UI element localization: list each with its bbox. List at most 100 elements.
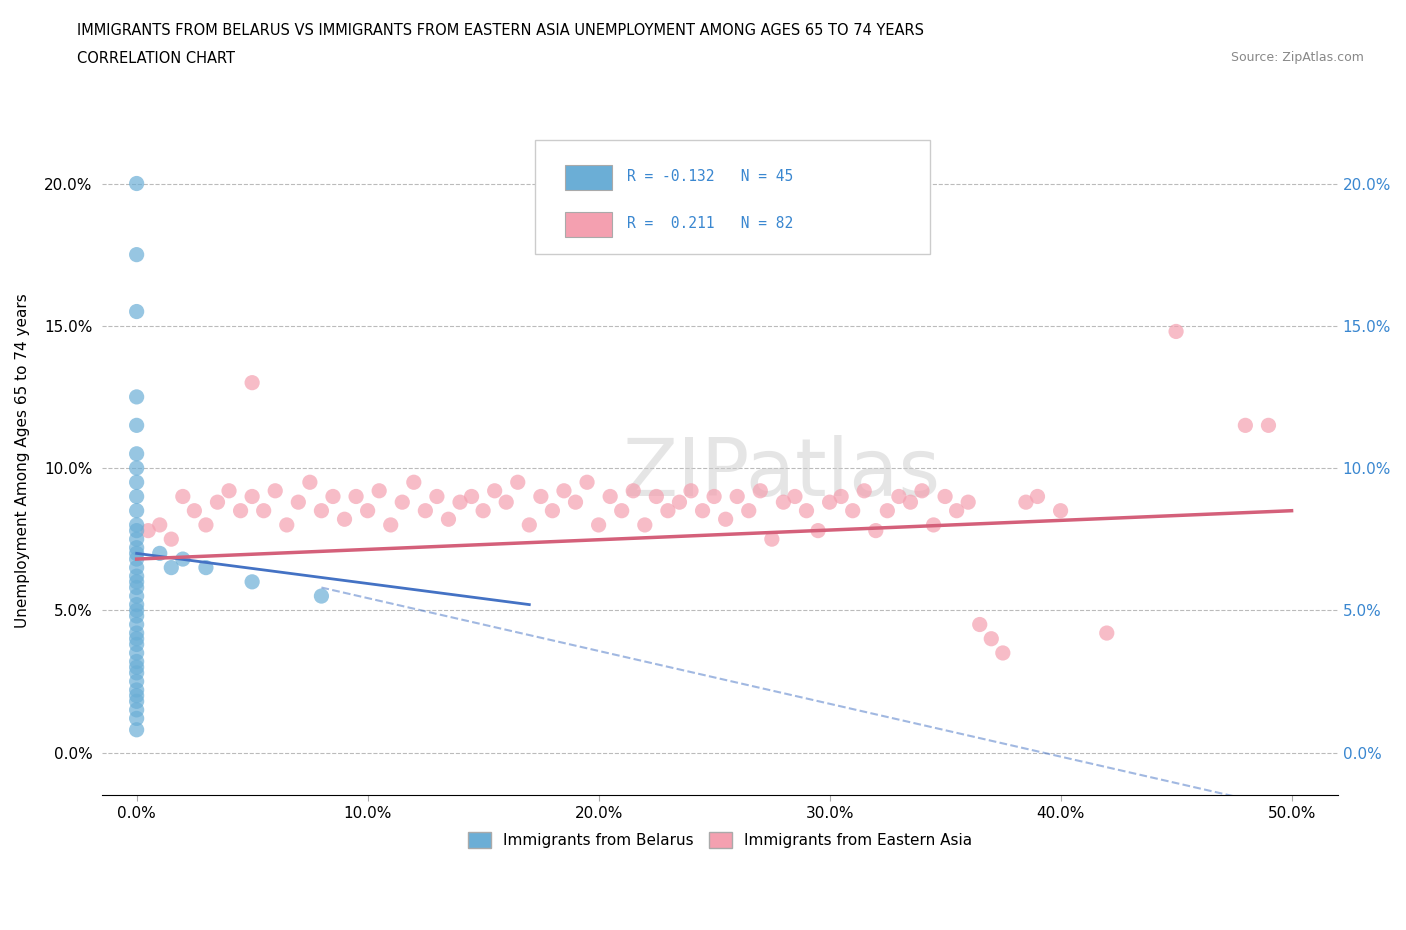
Point [229,503,252,518]
Point [125,475,148,490]
Point [333,512,356,526]
Point [969,618,991,632]
Point [402,475,425,490]
Point [692,503,714,518]
Point [125,597,148,612]
FancyBboxPatch shape [534,140,929,254]
Point [368,484,391,498]
Point [125,659,148,674]
Point [125,631,148,646]
Point [344,489,367,504]
Point [449,495,471,510]
Point [1164,324,1187,339]
Text: IMMIGRANTS FROM BELARUS VS IMMIGRANTS FROM EASTERN ASIA UNEMPLOYMENT AMONG AGES : IMMIGRANTS FROM BELARUS VS IMMIGRANTS FR… [77,23,924,38]
Point [125,637,148,652]
Point [311,503,333,518]
Point [1234,418,1257,432]
Text: ZIPatlas: ZIPatlas [623,435,941,513]
Point [125,569,148,584]
Point [922,517,945,532]
Point [125,524,148,538]
Point [125,489,148,504]
Point [380,517,402,532]
Point [125,503,148,518]
Point [530,489,553,504]
Point [240,489,263,504]
Point [125,666,148,681]
Point [830,489,852,504]
Point [553,484,575,498]
Point [298,475,321,490]
Point [1049,503,1071,518]
Point [415,503,437,518]
Point [125,551,148,566]
Point [1015,495,1038,510]
Point [125,645,148,660]
Point [125,247,148,262]
Text: R = -0.132   N = 45: R = -0.132 N = 45 [627,169,793,184]
Point [610,503,633,518]
Point [276,517,298,532]
Point [980,631,1002,646]
Point [125,654,148,669]
Point [900,495,922,510]
Point [807,524,830,538]
Point [841,503,863,518]
Point [125,580,148,595]
Point [957,495,980,510]
Point [991,645,1014,660]
Point [218,484,240,498]
Point [322,489,344,504]
Point [125,460,148,475]
Point [783,489,806,504]
Text: CORRELATION CHART: CORRELATION CHART [77,51,235,66]
Point [796,503,818,518]
Point [125,723,148,737]
Point [703,489,725,504]
Point [125,589,148,604]
Point [887,489,910,504]
Point [125,390,148,405]
Point [207,495,229,510]
Point [945,503,967,518]
Point [865,524,887,538]
Point [253,503,276,518]
Point [818,495,841,510]
Point [125,540,148,555]
Point [738,503,761,518]
Point [125,626,148,641]
Point [183,503,205,518]
Point [149,517,172,532]
Y-axis label: Unemployment Among Ages 65 to 74 years: Unemployment Among Ages 65 to 74 years [15,294,30,629]
Point [125,560,148,575]
Point [172,551,194,566]
FancyBboxPatch shape [565,211,613,237]
Point [136,524,159,538]
Point [645,489,668,504]
Point [194,560,217,575]
Point [634,517,657,532]
Point [853,484,876,498]
Point [1257,418,1279,432]
Point [264,484,287,498]
Point [460,489,482,504]
Point [772,495,794,510]
Point [599,489,621,504]
Point [1095,626,1118,641]
FancyBboxPatch shape [565,165,613,190]
Point [576,475,599,490]
Point [588,517,610,532]
Point [495,495,517,510]
Point [125,711,148,725]
Point [356,503,378,518]
Point [472,503,495,518]
Point [426,489,449,504]
Point [125,446,148,461]
Point [484,484,506,498]
Point [194,517,217,532]
Point [125,618,148,632]
Point [125,608,148,623]
Point [621,484,644,498]
Point [541,503,564,518]
Point [125,674,148,689]
